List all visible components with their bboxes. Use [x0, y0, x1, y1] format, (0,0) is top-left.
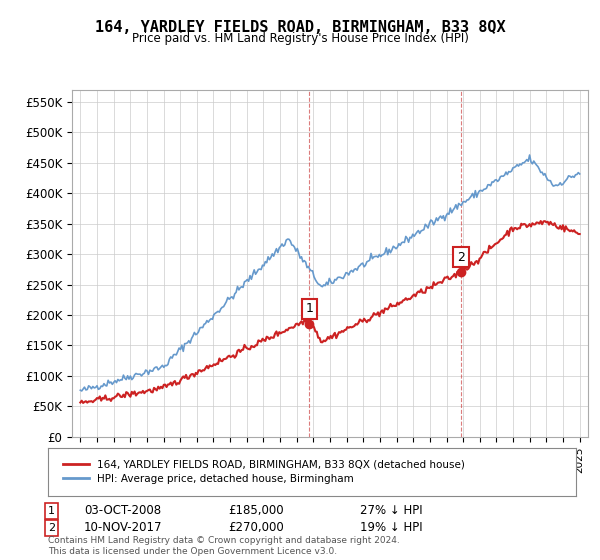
- Text: 1: 1: [48, 506, 55, 516]
- Text: Contains HM Land Registry data © Crown copyright and database right 2024.
This d: Contains HM Land Registry data © Crown c…: [48, 536, 400, 556]
- Text: 19% ↓ HPI: 19% ↓ HPI: [360, 521, 422, 534]
- Text: £185,000: £185,000: [228, 504, 284, 517]
- Text: 10-NOV-2017: 10-NOV-2017: [84, 521, 163, 534]
- Text: 164, YARDLEY FIELDS ROAD, BIRMINGHAM, B33 8QX: 164, YARDLEY FIELDS ROAD, BIRMINGHAM, B3…: [95, 20, 505, 35]
- Text: 2: 2: [457, 251, 465, 264]
- Text: 1: 1: [305, 302, 313, 315]
- Text: 03-OCT-2008: 03-OCT-2008: [84, 504, 161, 517]
- Text: 27% ↓ HPI: 27% ↓ HPI: [360, 504, 422, 517]
- Text: £270,000: £270,000: [228, 521, 284, 534]
- Legend: 164, YARDLEY FIELDS ROAD, BIRMINGHAM, B33 8QX (detached house), HPI: Average pri: 164, YARDLEY FIELDS ROAD, BIRMINGHAM, B3…: [58, 455, 469, 488]
- Text: 2: 2: [48, 523, 55, 533]
- Text: Price paid vs. HM Land Registry's House Price Index (HPI): Price paid vs. HM Land Registry's House …: [131, 32, 469, 45]
